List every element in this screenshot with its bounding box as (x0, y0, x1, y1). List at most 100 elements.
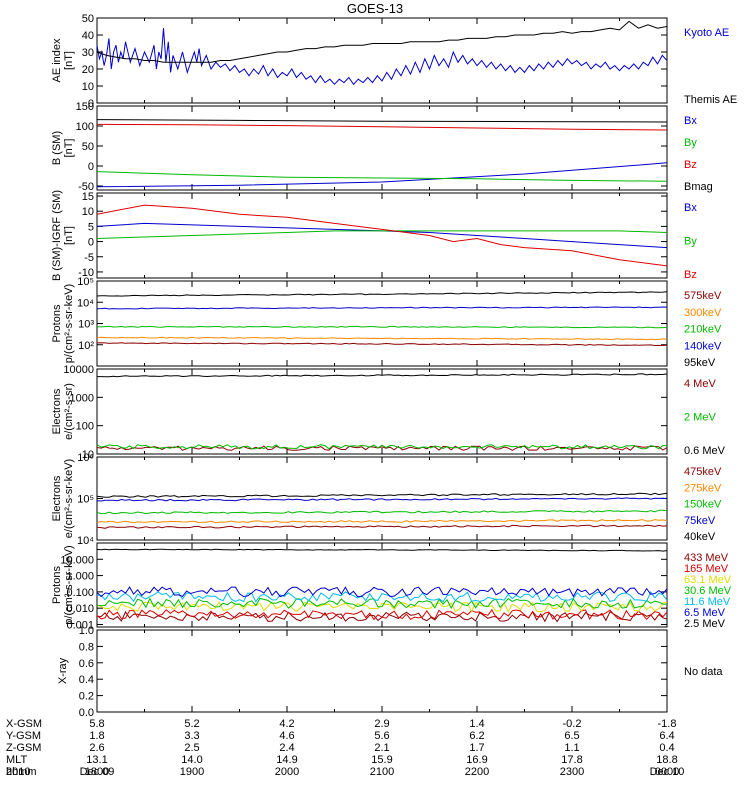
y-tick-label: 10⁵ (77, 494, 94, 506)
legend-entry: Themis AE (684, 94, 737, 106)
legend-entry: 11.6 MeV (684, 596, 731, 608)
y-tick-label: 0.0 (79, 707, 94, 719)
orbit-value: 5.6 (374, 730, 389, 742)
orbit-value: 2000 (275, 766, 299, 778)
legend-entry: Bz (684, 269, 697, 281)
panel-3: -10 -5 0 5 10 15 B (SM)-IGRF (SM) [nT] Bx By Bz (51, 190, 697, 281)
legend-entry: 95keV (684, 357, 716, 369)
y-axis-label: B (SM) (51, 131, 63, 165)
y-tick-label: 0.100 (66, 587, 94, 599)
orbit-value: 17.8 (561, 754, 582, 766)
orbit-value: 2.4 (279, 742, 294, 754)
panel-4: 10² 10³ 10⁴ 10⁵ Protons p/(cm²-s-sr-keV) 575ke… (51, 276, 722, 369)
y-tick-label: 50 (82, 13, 94, 25)
orbit-value: 6.5 (564, 730, 579, 742)
y-tick-label: -50 (78, 181, 94, 193)
y-tick-label: 10³ (78, 319, 94, 331)
legend-entry: 300keV (684, 307, 722, 319)
orbit-row-label: Y-GSM (6, 730, 41, 742)
y-tick-label: 0.2 (79, 691, 94, 703)
y-tick-label: 15 (82, 191, 94, 203)
orbit-value: 1.7 (469, 742, 484, 754)
orbit-value: 1.8 (89, 730, 104, 742)
series-line-475kev (96, 524, 668, 529)
orbit-value: 0000 (655, 766, 679, 778)
legend-entry: 140keV (684, 340, 722, 352)
legend-entry: 0.6 MeV (684, 445, 726, 457)
series-line-210kev (96, 325, 668, 329)
legend-entry: 2 MeV (684, 412, 716, 424)
orbit-value: 1.1 (564, 742, 579, 754)
y-tick-label: 100 (76, 121, 94, 133)
panel-frame (96, 629, 668, 713)
y-tick-label: 10.000 (60, 554, 94, 566)
legend-entry: By (684, 236, 697, 248)
series-line-0-6-mev (97, 373, 668, 378)
legend-entry: Bx (684, 115, 697, 127)
series-line-by (96, 230, 668, 239)
y-tick-label: 10 (82, 81, 94, 93)
series-line-140kev (96, 306, 668, 310)
series-line-bmag (96, 119, 668, 123)
y-axis-label: Electrons (51, 388, 63, 434)
series-line-themis-ae (96, 20, 668, 63)
legend-entry: Bz (684, 159, 697, 171)
series-line-11-6-mev (96, 590, 668, 603)
y-tick-label: 150 (76, 101, 94, 113)
orbit-value: 0.4 (659, 742, 674, 754)
orbit-value: 14.9 (276, 754, 297, 766)
series-line-2-mev (96, 444, 668, 450)
series-line-95kev (96, 291, 668, 297)
orbit-value: 2300 (560, 766, 584, 778)
legend-entry: 4 MeV (684, 378, 716, 390)
y-tick-label: 0.8 (79, 641, 94, 653)
orbit-value: 2200 (465, 766, 489, 778)
panel-note: No data (684, 666, 723, 678)
orbit-value: 18.8 (656, 754, 677, 766)
y-tick-label: -10 (78, 267, 94, 279)
y-tick-label: -5 (84, 252, 94, 264)
y-axis-label: Protons (51, 566, 63, 604)
y-tick-label: 10 (82, 206, 94, 218)
plot-title: GOES-13 (347, 1, 403, 16)
panel-frame (96, 105, 668, 191)
y-tick-label: 0.6 (79, 658, 94, 670)
date-right-label: Dec 10 (650, 766, 685, 778)
orbit-value: 1.4 (469, 718, 484, 730)
y-tick-label: 30 (82, 47, 94, 59)
legend-entry: 40keV (684, 531, 716, 543)
y-tick-label: 10000 (63, 364, 94, 376)
y-axis-label: B (SM)-IGRF (SM) (51, 190, 63, 281)
orbit-row-label: hhmm (6, 766, 37, 778)
orbit-row-label: MLT (6, 754, 27, 766)
orbit-row-label: X-GSM (6, 718, 42, 730)
series-line-165-mev (96, 608, 668, 621)
y-axis-unit: p/(cm²-s-sr-keV) (63, 284, 75, 363)
orbit-value: 5.8 (89, 718, 104, 730)
y-tick-label: 1.000 (66, 571, 94, 583)
y-tick-label: 10 (82, 449, 94, 461)
legend-entry: 30.6 MeV (684, 585, 732, 597)
orbit-value: 3.3 (184, 730, 199, 742)
legend-entry: Kyoto AE (684, 27, 729, 39)
y-tick-label: 10⁴ (77, 297, 94, 309)
series-line-75kev (96, 497, 668, 502)
series-line-6-5-mev (96, 586, 668, 598)
legend-entry: 575keV (684, 290, 722, 302)
series-line-300kev (96, 336, 668, 341)
panel-8: 0.0 0.2 0.4 0.6 0.8 1.0 X-ray No data (57, 625, 723, 719)
y-tick-label: 10⁵ (77, 276, 94, 288)
orbit-value: 6.2 (469, 730, 484, 742)
series-line-63-1-mev (96, 600, 668, 613)
y-tick-label: 50 (82, 141, 94, 153)
panel-2: -50 0 50 100 150 B (SM) [nT] Bx By Bz Bmag (51, 101, 713, 193)
legend-entry: 210keV (684, 324, 722, 336)
y-tick-label: 10⁴ (77, 535, 94, 547)
legend-entry: 475keV (684, 466, 722, 478)
orbit-value: 4.6 (279, 730, 294, 742)
y-axis-unit: e/(cm²-s-sr) (63, 383, 75, 440)
panel-frame (96, 368, 668, 455)
